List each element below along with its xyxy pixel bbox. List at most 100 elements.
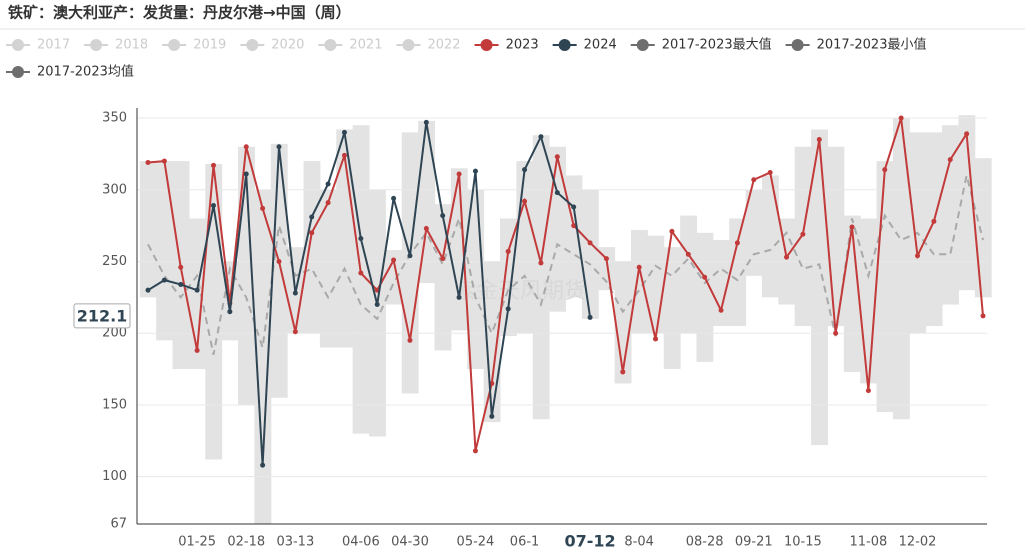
data-point bbox=[309, 214, 315, 220]
data-point bbox=[865, 388, 871, 394]
data-point bbox=[538, 134, 544, 140]
data-point bbox=[636, 264, 642, 270]
data-point bbox=[161, 277, 167, 283]
data-point bbox=[292, 290, 298, 296]
band-segment bbox=[942, 125, 959, 305]
series-line bbox=[147, 122, 592, 466]
data-point bbox=[276, 258, 282, 264]
data-point bbox=[554, 154, 560, 160]
x-tick-label: 08-28 bbox=[686, 535, 724, 550]
chart-title: 铁矿：澳大利亚产：发货量：丹皮尔港→中国（周） bbox=[8, 4, 351, 22]
band-segment bbox=[598, 247, 616, 291]
band-segment bbox=[680, 215, 697, 334]
band-segment bbox=[614, 261, 632, 384]
legend-label: 2017 bbox=[37, 38, 70, 53]
legend-marker bbox=[246, 39, 259, 51]
data-point bbox=[931, 218, 937, 224]
band-segment bbox=[974, 158, 992, 298]
data-point bbox=[407, 337, 413, 343]
x-tick-label: 8-04 bbox=[624, 535, 654, 550]
data-point bbox=[849, 224, 855, 230]
data-point bbox=[538, 260, 544, 266]
data-point bbox=[898, 115, 904, 121]
x-tick-label: 04-30 bbox=[391, 535, 429, 550]
data-point bbox=[522, 167, 528, 173]
legend-item: 2017-2023最大值 bbox=[630, 37, 772, 53]
band-segment bbox=[139, 161, 157, 298]
x-tick-label: 04-06 bbox=[342, 535, 380, 550]
legend-marker bbox=[791, 39, 804, 51]
y-tick-label: 150 bbox=[102, 397, 127, 412]
series-line bbox=[147, 117, 984, 452]
y-tick-label: 300 bbox=[102, 182, 127, 197]
data-point bbox=[178, 264, 184, 270]
band-segment bbox=[876, 161, 894, 413]
x-tick-label: 11-08 bbox=[850, 535, 888, 550]
data-point bbox=[358, 236, 364, 242]
data-point bbox=[472, 168, 478, 174]
y-tick-label: 350 bbox=[102, 111, 127, 126]
band-segment bbox=[352, 125, 370, 434]
y-pointer-label: 212.1 bbox=[77, 306, 128, 325]
data-point bbox=[391, 195, 397, 201]
data-point bbox=[407, 253, 413, 259]
legend-marker bbox=[12, 66, 24, 78]
x-tick-label: 01-25 bbox=[178, 535, 216, 550]
band-segment bbox=[500, 218, 517, 337]
x-tick-label: 12-02 bbox=[899, 535, 937, 550]
x-tick-label: 05-24 bbox=[457, 535, 495, 550]
legend-marker bbox=[402, 39, 415, 51]
data-point bbox=[734, 240, 740, 246]
legend-item: 2017-2023均值 bbox=[6, 64, 134, 80]
data-point bbox=[620, 369, 626, 375]
band-segment bbox=[450, 168, 468, 331]
data-point bbox=[178, 281, 184, 287]
x-tick-label: 03-13 bbox=[276, 535, 314, 550]
data-point bbox=[325, 181, 331, 187]
legend-marker bbox=[168, 39, 181, 51]
data-point bbox=[603, 256, 609, 262]
data-point bbox=[702, 274, 708, 280]
data-point bbox=[669, 228, 675, 234]
data-point bbox=[292, 329, 298, 335]
data-point bbox=[194, 347, 200, 353]
data-point bbox=[587, 240, 593, 246]
data-point bbox=[718, 307, 724, 313]
x-tick-label: 07-12 bbox=[564, 532, 615, 551]
data-point bbox=[210, 162, 216, 168]
data-point bbox=[341, 129, 347, 135]
data-point bbox=[358, 270, 364, 276]
data-point bbox=[653, 336, 659, 342]
data-point bbox=[571, 223, 577, 229]
data-point bbox=[423, 119, 429, 125]
data-point bbox=[456, 171, 462, 177]
band-segment bbox=[532, 135, 550, 420]
legend-marker bbox=[12, 39, 24, 51]
legend-label: 2022 bbox=[427, 38, 460, 53]
band-segment bbox=[369, 189, 386, 437]
band-segment bbox=[925, 132, 943, 327]
data-point bbox=[685, 251, 691, 257]
data-point bbox=[522, 198, 528, 204]
data-point bbox=[145, 287, 151, 293]
y-pointer-box bbox=[73, 303, 131, 329]
data-point bbox=[980, 313, 986, 319]
data-point bbox=[309, 230, 315, 236]
data-point bbox=[587, 314, 593, 320]
data-point bbox=[800, 231, 806, 237]
data-point bbox=[751, 177, 757, 183]
data-point bbox=[194, 287, 200, 293]
data-point bbox=[210, 203, 216, 209]
data-point bbox=[833, 330, 839, 336]
legend-marker bbox=[324, 39, 337, 51]
band-segment bbox=[892, 118, 910, 420]
x-tick-label: 09-21 bbox=[735, 535, 773, 550]
band-segment bbox=[418, 120, 436, 284]
data-point bbox=[243, 171, 249, 177]
data-point bbox=[456, 294, 462, 300]
data-point bbox=[505, 248, 511, 254]
band-segment bbox=[319, 189, 337, 348]
band-segment bbox=[761, 175, 779, 298]
legend-label: 2017-2023均值 bbox=[37, 64, 134, 80]
data-point bbox=[391, 257, 397, 263]
